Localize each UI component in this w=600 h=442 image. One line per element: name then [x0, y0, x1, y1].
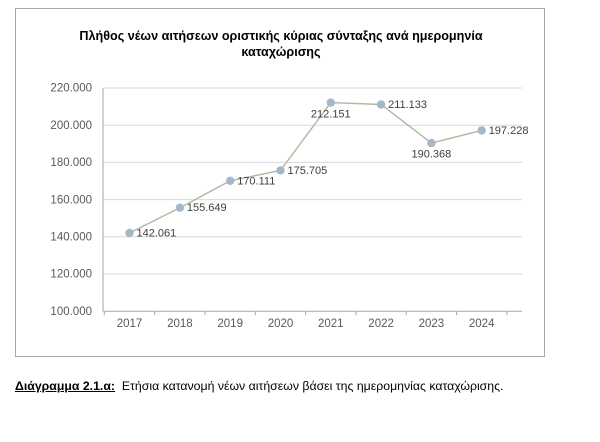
svg-text:170.111: 170.111	[237, 175, 275, 187]
svg-text:2024: 2024	[469, 318, 495, 330]
svg-text:2018: 2018	[167, 318, 193, 330]
svg-text:140.000: 140.000	[50, 232, 92, 244]
svg-text:2017: 2017	[117, 318, 143, 330]
svg-text:160.000: 160.000	[50, 194, 92, 206]
svg-text:2021: 2021	[318, 318, 344, 330]
svg-text:175.705: 175.705	[288, 165, 328, 177]
svg-text:2023: 2023	[419, 318, 445, 330]
svg-text:211.133: 211.133	[388, 99, 427, 111]
svg-text:220.000: 220.000	[50, 83, 92, 95]
svg-text:2022: 2022	[368, 318, 394, 330]
svg-text:155.649: 155.649	[187, 202, 227, 214]
svg-text:190.368: 190.368	[412, 149, 452, 161]
svg-text:120.000: 120.000	[50, 269, 92, 281]
svg-text:200.000: 200.000	[50, 120, 92, 132]
svg-text:212.151: 212.151	[311, 109, 351, 121]
svg-text:142.061: 142.061	[137, 228, 177, 240]
svg-text:2020: 2020	[268, 318, 294, 330]
svg-text:180.000: 180.000	[50, 157, 92, 169]
svg-text:100.000: 100.000	[50, 306, 92, 318]
svg-text:2019: 2019	[217, 318, 243, 330]
svg-text:197.228: 197.228	[489, 125, 529, 137]
